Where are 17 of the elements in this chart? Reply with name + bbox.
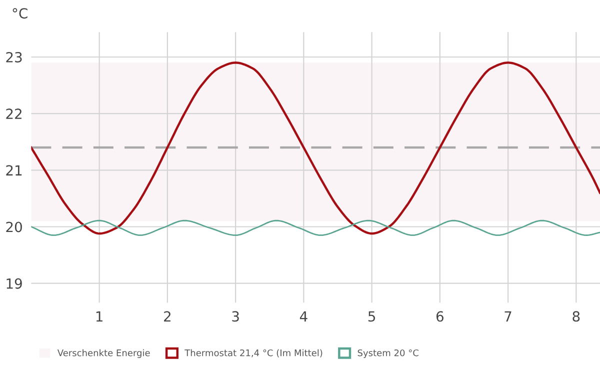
y-tick-label: 19 xyxy=(6,278,22,289)
x-tick-label: 3 xyxy=(232,311,239,322)
x-tick-label: 1 xyxy=(96,311,102,322)
y-axis-title: °C xyxy=(12,8,28,19)
x-tick-label: 2 xyxy=(164,311,170,322)
y-tick-label: 20 xyxy=(6,222,22,232)
legend-label: Verschenkte Energie xyxy=(57,349,150,358)
y-tick-label: 21 xyxy=(6,165,22,176)
x-tick-label: 5 xyxy=(368,311,376,322)
x-tick-label: 4 xyxy=(300,311,308,322)
x-tick-label: 8 xyxy=(572,311,580,322)
legend-label: Thermostat 21,4 °C (Im Mittel) xyxy=(184,349,322,358)
x-tick-label: 6 xyxy=(436,311,444,322)
x-tick-label: 7 xyxy=(504,311,512,322)
legend-label: System 20 °C xyxy=(358,349,418,358)
y-tick-label: 22 xyxy=(6,108,22,119)
y-tick-label: 23 xyxy=(6,52,22,62)
